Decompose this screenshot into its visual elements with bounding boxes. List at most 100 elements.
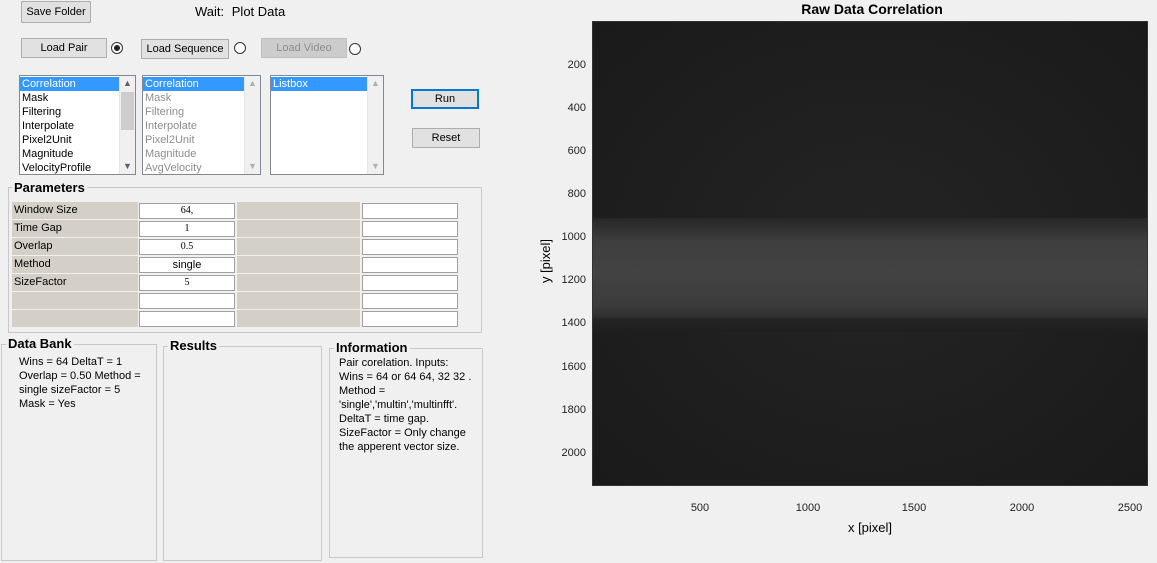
list-item[interactable]: Magnitude xyxy=(22,148,74,160)
list-item[interactable]: Magnitude xyxy=(145,148,197,160)
chevron-up-icon[interactable]: ▲ xyxy=(371,78,380,88)
listbox-items: Correlation Mask Filtering Interpolate P… xyxy=(143,77,245,174)
param-label-empty xyxy=(237,310,360,327)
operation-listbox[interactable]: Correlation Mask Filtering Interpolate P… xyxy=(19,75,136,175)
y-tick-label: 1800 xyxy=(561,404,586,416)
list-item[interactable]: VelocityProfile xyxy=(22,162,92,174)
param-label: SizeFactor xyxy=(12,274,138,291)
param-input-empty[interactable] xyxy=(362,239,458,255)
param-label: Overlap xyxy=(12,238,138,255)
list-item[interactable]: Mask xyxy=(145,92,172,104)
method-input[interactable]: single xyxy=(139,257,235,273)
window-size-input[interactable]: 64, xyxy=(139,203,235,219)
data-bank-text: Wins = 64 DeltaT = 1 Overlap = 0.50 Meth… xyxy=(19,355,155,411)
parameters-title: Parameters xyxy=(12,180,87,195)
selected-operations-listbox[interactable]: Correlation Mask Filtering Interpolate P… xyxy=(142,75,261,175)
load-video-radio[interactable] xyxy=(349,43,361,55)
load-sequence-radio[interactable] xyxy=(234,42,246,54)
chevron-down-icon[interactable]: ▼ xyxy=(248,161,257,171)
data-bank-line: Mask = Yes xyxy=(19,398,76,410)
status-label: Wait: Plot Data xyxy=(195,4,285,19)
data-bank-line: Overlap = 0.50 Method = xyxy=(19,370,141,382)
list-item[interactable]: Correlation xyxy=(143,77,245,91)
param-input-empty[interactable] xyxy=(362,275,458,291)
chevron-down-icon[interactable]: ▼ xyxy=(371,161,380,171)
load-video-button[interactable]: Load Video xyxy=(261,38,347,58)
list-item[interactable]: Filtering xyxy=(22,106,62,118)
list-item[interactable]: Mask xyxy=(22,92,49,104)
param-input-empty[interactable] xyxy=(362,221,458,237)
y-tick-label: 1400 xyxy=(561,317,586,329)
load-pair-button[interactable]: Load Pair xyxy=(21,38,107,58)
param-input-empty[interactable] xyxy=(139,293,235,309)
listbox-items: Listbox xyxy=(271,77,368,91)
list-item[interactable]: Interpolate xyxy=(145,120,197,132)
list-item[interactable]: AvgVelocity xyxy=(145,162,202,174)
param-input-empty[interactable] xyxy=(139,311,235,327)
chevron-up-icon[interactable]: ▲ xyxy=(248,78,257,88)
information-line: Pair corelation. Inputs: xyxy=(339,357,449,369)
x-tick-label: 1000 xyxy=(795,502,821,514)
list-item[interactable]: Pixel2Unit xyxy=(145,134,195,146)
image-bright-band xyxy=(593,218,1147,326)
size-factor-input[interactable]: 5 xyxy=(139,275,235,291)
x-axis-label: x [pixel] xyxy=(847,520,893,535)
data-bank-line: single sizeFactor = 5 xyxy=(19,384,121,396)
reset-button[interactable]: Reset xyxy=(412,128,480,148)
y-tick-label: 600 xyxy=(567,145,586,157)
param-label: Window Size xyxy=(12,202,138,219)
overlap-input[interactable]: 0.5 xyxy=(139,239,235,255)
status-text: Plot Data xyxy=(231,4,286,19)
image-band-shadow xyxy=(593,318,1147,332)
data-bank-panel xyxy=(1,344,157,561)
y-axis-label-text: y [pixel] xyxy=(538,238,553,284)
information-text: Pair corelation. Inputs: Wins = 64 or 64… xyxy=(339,356,481,454)
listbox-items: Correlation Mask Filtering Interpolate P… xyxy=(20,77,120,174)
listbox-scrollbar[interactable]: ▲ ▼ xyxy=(119,76,135,174)
param-label-empty xyxy=(12,292,138,309)
param-input-empty[interactable] xyxy=(362,311,458,327)
list-item[interactable]: Listbox xyxy=(271,77,368,91)
x-tick-label: 500 xyxy=(690,502,710,514)
x-tick-label: 2000 xyxy=(1009,502,1035,514)
y-tick-label: 1000 xyxy=(561,231,586,243)
x-tick-label: 1500 xyxy=(901,502,927,514)
param-input-empty[interactable] xyxy=(362,257,458,273)
listbox-scrollbar[interactable]: ▲ ▼ xyxy=(367,76,383,174)
time-gap-input[interactable]: 1 xyxy=(139,221,235,237)
plot-title: Raw Data Correlation xyxy=(801,1,943,17)
sequence-listbox[interactable]: Listbox ▲ ▼ xyxy=(270,75,384,175)
save-folder-button[interactable]: Save Folder xyxy=(21,1,91,23)
y-tick-label: 200 xyxy=(567,59,586,71)
information-line: the apperent vector size. xyxy=(339,441,460,453)
listbox-scrollbar[interactable]: ▲ ▼ xyxy=(244,76,260,174)
list-item[interactable]: Interpolate xyxy=(22,120,74,132)
scroll-thumb[interactable] xyxy=(121,92,134,130)
chevron-down-icon[interactable]: ▼ xyxy=(123,161,132,171)
y-tick-label: 800 xyxy=(567,188,586,200)
information-title: Information xyxy=(334,340,410,355)
x-tick-label: 2500 xyxy=(1117,502,1143,514)
run-button[interactable]: Run xyxy=(411,89,479,109)
information-line: Wins = 64 or 64 64, 32 32 . xyxy=(339,371,472,383)
param-input-empty[interactable] xyxy=(362,293,458,309)
list-item[interactable]: Correlation xyxy=(20,77,120,91)
list-item[interactable]: Filtering xyxy=(145,106,185,118)
list-item[interactable]: Pixel2Unit xyxy=(22,134,72,146)
param-label-empty xyxy=(237,274,360,291)
correlation-image xyxy=(592,21,1148,486)
param-label: Time Gap xyxy=(12,220,138,237)
y-tick-label: 2000 xyxy=(561,447,586,459)
param-label-empty xyxy=(237,292,360,309)
data-bank-title: Data Bank xyxy=(6,336,74,351)
chevron-up-icon[interactable]: ▲ xyxy=(123,78,132,88)
y-tick-label: 400 xyxy=(567,102,586,114)
param-label-empty xyxy=(237,202,360,219)
param-label-empty xyxy=(237,256,360,273)
load-pair-radio[interactable] xyxy=(111,42,123,54)
load-sequence-button[interactable]: Load Sequence xyxy=(141,39,229,59)
param-label: Method xyxy=(12,256,138,273)
results-title: Results xyxy=(168,338,219,353)
param-input-empty[interactable] xyxy=(362,203,458,219)
information-line: 'single','multin','multinfft'. xyxy=(339,399,458,411)
